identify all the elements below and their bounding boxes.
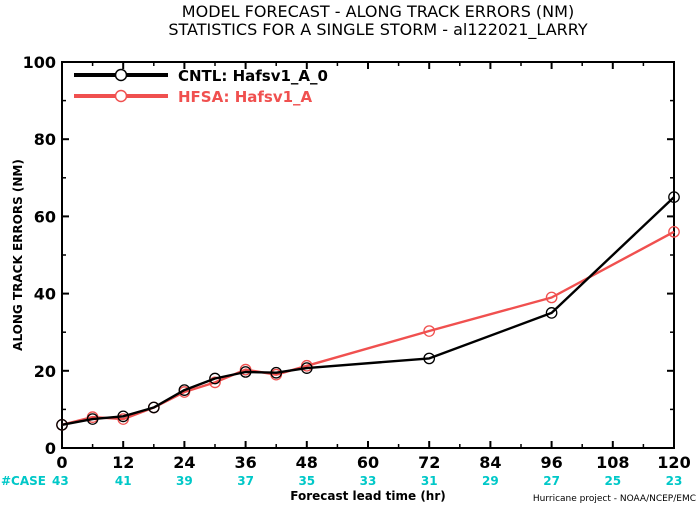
- case-count: 37: [237, 474, 254, 488]
- legend-marker-cntl: [114, 68, 128, 82]
- y-axis-ticks: 0 20 40 60 80 100: [23, 53, 674, 458]
- data-point-cntl: [545, 307, 558, 319]
- data-point-hfsa: [209, 376, 221, 389]
- case-count: 27: [543, 474, 560, 488]
- x-tick-label: 72: [418, 453, 440, 472]
- y-tick-label: 80: [34, 130, 56, 149]
- data-point-hfsa: [668, 225, 680, 238]
- x-tick-label: 24: [173, 453, 195, 472]
- y-tick-label: 100: [23, 53, 56, 72]
- y-tick-label: 0: [45, 439, 56, 458]
- x-tick-label: 12: [112, 453, 134, 472]
- y-tick-label: 40: [34, 285, 56, 304]
- x-tick-label: 36: [234, 453, 256, 472]
- chart-title: MODEL FORECAST - ALONG TRACK ERRORS (NM): [182, 2, 574, 21]
- data-point-cntl: [86, 413, 99, 425]
- legend-label-cntl: CNTL: Hafsv1_A_0: [178, 67, 328, 85]
- y-tick-label: 20: [34, 362, 56, 381]
- data-point-cntl: [239, 366, 252, 378]
- chart-subtitle: STATISTICS FOR A SINGLE STORM - al122021…: [168, 20, 587, 40]
- case-count: 33: [360, 474, 377, 488]
- data-point-hfsa: [545, 291, 558, 304]
- case-count-row: #CASE 43 41 39 37 35 33 31 29 27 25 23: [1, 474, 682, 488]
- case-label: #CASE: [1, 474, 46, 488]
- data-point-cntl: [209, 372, 221, 385]
- series-line-cntl: [61, 196, 675, 426]
- series-line-hfsa: [61, 230, 675, 426]
- case-count: 23: [666, 474, 683, 488]
- data-point-cntl: [668, 191, 680, 203]
- x-tick-label: 108: [596, 453, 629, 472]
- credit-text: Hurricane project - NOAA/NCEP/EMC: [533, 494, 696, 504]
- legend: CNTL: Hafsv1_A_0 HFSA: Hafsv1_A: [74, 67, 328, 106]
- data-point-cntl: [56, 418, 68, 431]
- legend-marker-hfsa: [114, 89, 128, 103]
- case-count: 29: [482, 474, 499, 488]
- case-count: 39: [176, 474, 193, 488]
- data-point-cntl: [178, 384, 191, 396]
- case-count: 43: [52, 474, 69, 488]
- case-count: 35: [298, 474, 315, 488]
- x-tick-label: 120: [657, 453, 690, 472]
- x-axis-label: Forecast lead time (hr): [290, 489, 446, 503]
- case-count: 41: [115, 474, 132, 488]
- data-point-cntl: [270, 366, 283, 379]
- y-tick-label: 60: [34, 207, 56, 226]
- data-point-cntl: [147, 401, 160, 414]
- data-point-hfsa: [423, 325, 436, 337]
- case-count: 31: [421, 474, 438, 488]
- x-tick-label: 96: [540, 453, 562, 472]
- case-count: 25: [604, 474, 621, 488]
- data-point-cntl: [117, 410, 130, 423]
- x-tick-label: 60: [357, 453, 379, 472]
- x-tick-label: 84: [479, 453, 501, 472]
- data-point-hfsa: [117, 413, 130, 425]
- x-axis-ticks: 0 12 24 36 48 60 72 84 96 108 120: [56, 62, 691, 472]
- data-point-cntl: [300, 362, 313, 374]
- plot-frame: [61, 61, 675, 449]
- legend-label-hfsa: HFSA: Hafsv1_A: [178, 88, 313, 106]
- data-point-cntl: [423, 352, 436, 365]
- y-axis-label: ALONG TRACK ERRORS (NM): [11, 159, 25, 351]
- series-layer: [56, 191, 680, 431]
- x-tick-label: 48: [296, 453, 318, 472]
- x-tick-label: 0: [56, 453, 67, 472]
